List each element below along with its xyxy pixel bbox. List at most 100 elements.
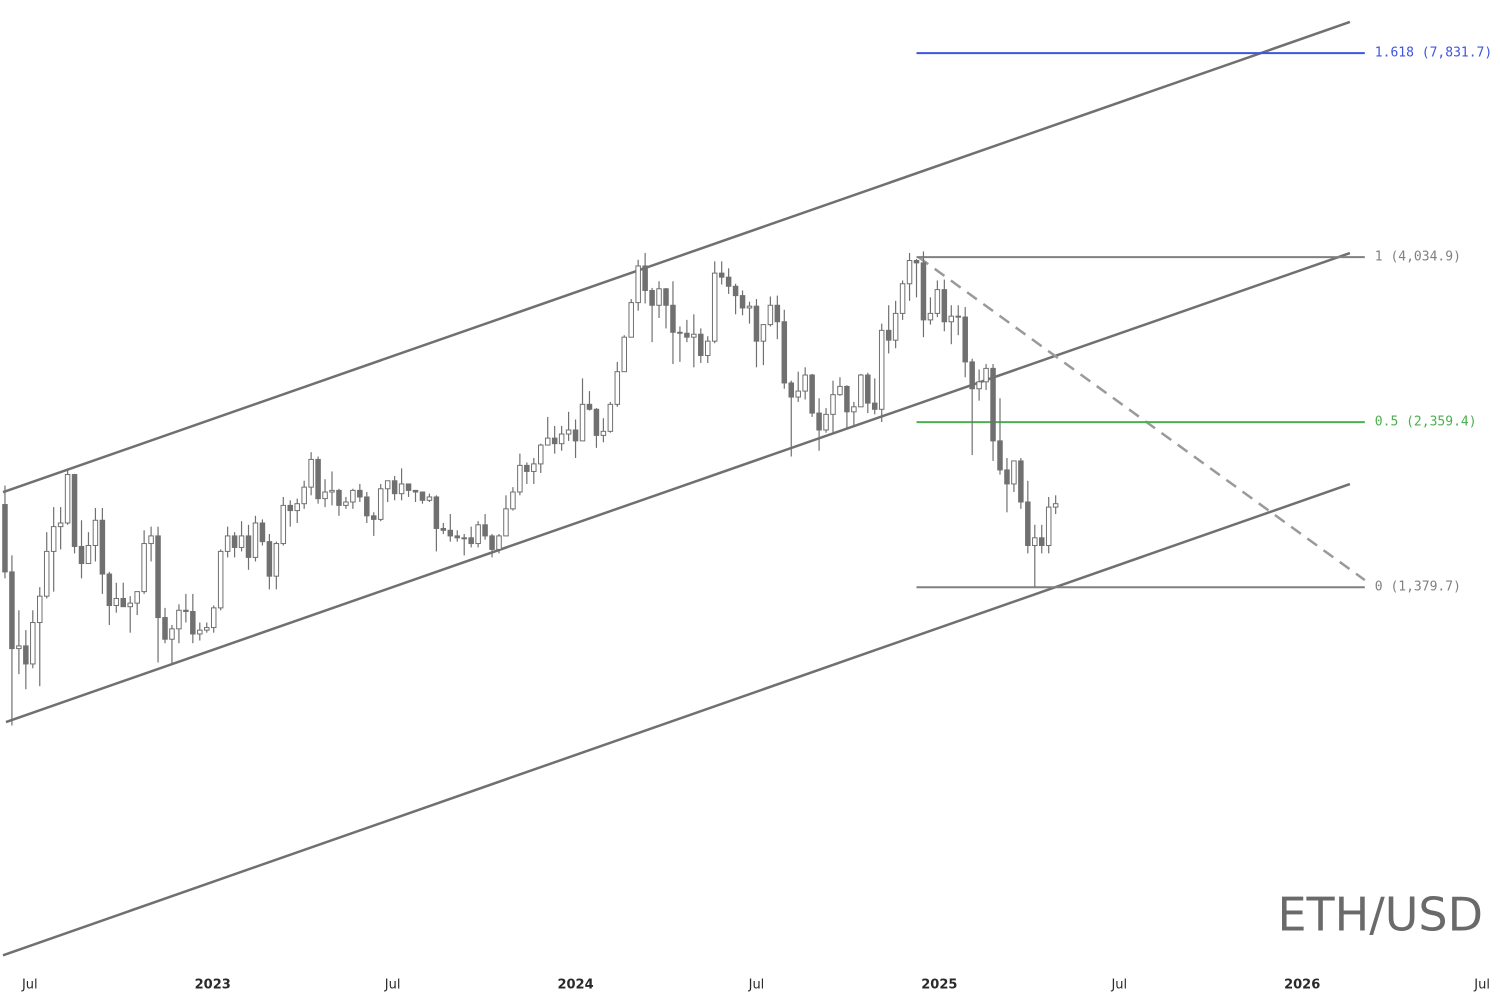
- fib-level-label: 0 (1,379.7): [1375, 580, 1461, 595]
- trend-line: [5, 251, 1351, 724]
- candle-body: [983, 367, 989, 383]
- candle-body: [558, 433, 565, 445]
- candle-body: [461, 537, 467, 540]
- candle-body: [955, 315, 962, 318]
- candle-body: [844, 385, 850, 413]
- candle-body: [788, 382, 795, 398]
- candle-body: [551, 437, 558, 445]
- candle-body: [746, 305, 753, 309]
- candle-body: [280, 504, 287, 545]
- candle-body: [217, 550, 224, 609]
- candle-body: [837, 385, 843, 396]
- candle-body: [760, 324, 767, 342]
- candle-body: [155, 535, 161, 619]
- candle-body: [767, 304, 774, 326]
- candle-body: [802, 374, 808, 392]
- candle-body: [496, 535, 502, 550]
- candle-body: [865, 374, 871, 404]
- candle-body: [725, 276, 732, 287]
- candle-body: [899, 283, 906, 314]
- candle-body: [517, 464, 523, 493]
- candle-body: [628, 302, 634, 338]
- candle-body: [705, 340, 711, 357]
- candle-body: [579, 403, 586, 442]
- candle-body: [663, 288, 669, 306]
- candle-body: [419, 491, 426, 501]
- candle-body: [503, 508, 509, 537]
- candle-body: [231, 535, 238, 548]
- candle-body: [426, 496, 433, 501]
- candle-body: [774, 304, 781, 323]
- candle-body: [245, 535, 252, 558]
- candle-body: [183, 609, 189, 612]
- candle-body: [510, 491, 516, 510]
- candle-body: [684, 332, 690, 338]
- candle-body: [489, 535, 495, 550]
- candle-body: [252, 522, 259, 558]
- candle-body: [78, 545, 85, 565]
- candle-body: [266, 541, 273, 577]
- candle-body: [795, 390, 801, 398]
- candle-body: [113, 597, 120, 606]
- candle-body: [9, 571, 15, 650]
- candle-body: [405, 483, 412, 491]
- candle-body: [447, 529, 454, 537]
- candle-body: [357, 489, 363, 498]
- candle-body: [197, 629, 203, 635]
- candle-body: [120, 597, 127, 608]
- candle-body: [350, 489, 356, 503]
- candle-body: [816, 412, 822, 431]
- candle-body: [1038, 537, 1045, 546]
- candle-body: [593, 408, 600, 436]
- candle-body: [454, 535, 461, 539]
- candle-body: [670, 304, 676, 333]
- candle-body: [169, 628, 175, 640]
- candle-body: [99, 519, 106, 575]
- candle-body: [64, 474, 71, 524]
- x-tick-label: 2024: [557, 978, 593, 993]
- candle-body: [962, 316, 968, 363]
- candle-body: [482, 524, 488, 537]
- candle-body: [1052, 503, 1059, 508]
- candle-body: [607, 403, 614, 432]
- candle-body: [858, 374, 864, 408]
- candle-body: [371, 515, 377, 520]
- candle-body: [329, 489, 335, 493]
- candle-body: [892, 312, 899, 341]
- candle-body: [50, 526, 57, 552]
- candle-body: [524, 464, 530, 472]
- candle-body: [16, 645, 22, 650]
- x-tick-label: 2023: [195, 978, 231, 993]
- candle-body: [440, 527, 447, 531]
- candle-body: [649, 289, 655, 306]
- candle-body: [294, 503, 300, 512]
- candle-body: [906, 260, 913, 285]
- candle-body: [544, 437, 551, 446]
- candle-body: [698, 333, 704, 357]
- candle-body: [43, 550, 50, 597]
- candle-body: [913, 260, 920, 264]
- candle-body: [656, 288, 662, 306]
- x-tick-label: Jul: [1473, 978, 1490, 993]
- fib-level-label: 1.618 (7,831.7): [1375, 46, 1492, 61]
- candle-body: [148, 535, 154, 545]
- x-tick-label: Jul: [384, 978, 401, 993]
- candle-body: [273, 543, 280, 577]
- candle-body: [134, 591, 140, 604]
- candle-body: [1011, 460, 1017, 485]
- candle-body: [364, 496, 370, 517]
- candle-body: [92, 519, 99, 546]
- candle-body: [315, 458, 321, 500]
- candle-body: [343, 501, 349, 506]
- candle-body: [210, 607, 217, 629]
- candle-body: [572, 429, 579, 442]
- candle-body: [106, 573, 113, 606]
- candle-body: [732, 285, 739, 297]
- candle-body: [1025, 501, 1031, 546]
- candle-body: [37, 595, 43, 624]
- candle-body: [204, 627, 210, 631]
- candle-body: [190, 610, 196, 635]
- x-tick-label: Jul: [748, 978, 765, 993]
